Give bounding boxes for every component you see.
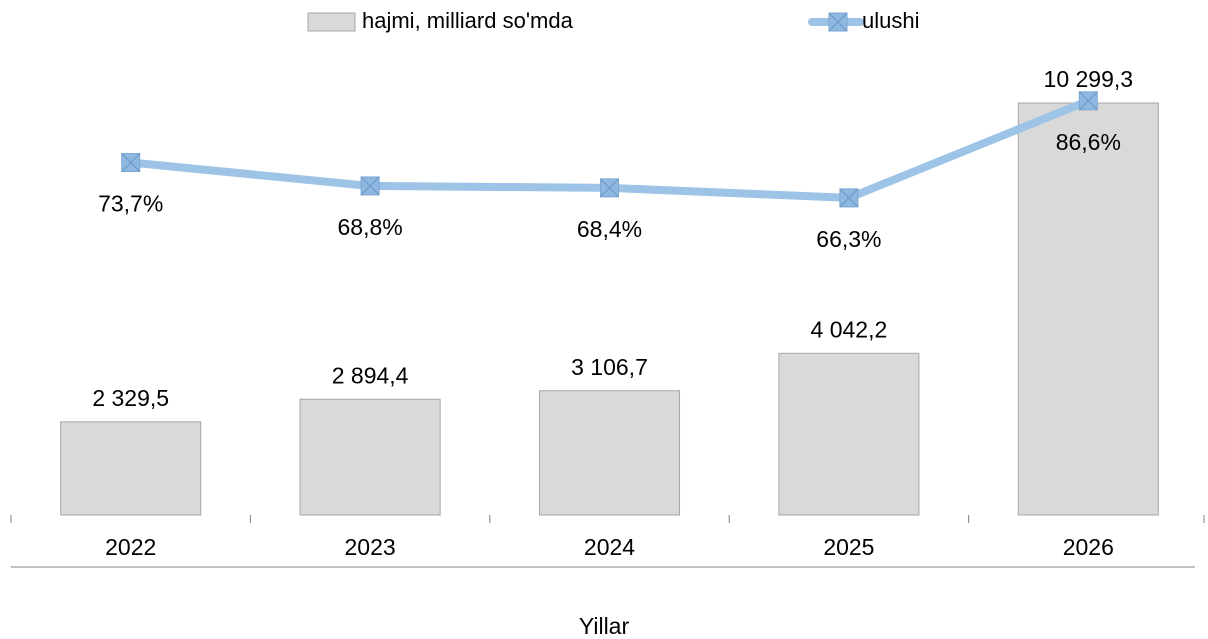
- x-tick-label: 2026: [1063, 534, 1114, 560]
- data-label: 66,3%: [816, 226, 881, 252]
- marker: [1078, 91, 1098, 111]
- bar: [1017, 102, 1159, 516]
- x-tick-label: 2025: [823, 534, 874, 560]
- marker: [600, 178, 619, 198]
- marker: [839, 188, 859, 208]
- bar: [60, 421, 202, 516]
- legend-label: hajmi, milliard so'mda: [362, 8, 574, 33]
- x-tick-label: 2023: [345, 534, 396, 560]
- x-tick-label: 2024: [584, 534, 635, 560]
- marker: [360, 176, 380, 196]
- data-label: 3 106,7: [571, 354, 648, 380]
- x-tick-label: 2022: [105, 534, 156, 560]
- data-label: 10 299,3: [1044, 66, 1134, 92]
- legend-label: ulushi: [862, 8, 919, 33]
- marker: [121, 153, 141, 173]
- data-label: 2 894,4: [332, 362, 409, 388]
- data-label: 73,7%: [98, 191, 163, 217]
- legend-swatch: [307, 12, 356, 32]
- bar: [538, 390, 681, 516]
- data-label: 86,6%: [1056, 129, 1121, 155]
- data-label: 68,8%: [337, 214, 402, 240]
- data-label: 2 329,5: [92, 385, 169, 411]
- bar: [778, 352, 920, 516]
- data-label: 68,4%: [577, 216, 642, 242]
- x-axis-title: Yillar: [579, 613, 630, 639]
- legend-marker: [828, 12, 848, 32]
- bar: [299, 398, 441, 516]
- data-label: 4 042,2: [811, 316, 888, 342]
